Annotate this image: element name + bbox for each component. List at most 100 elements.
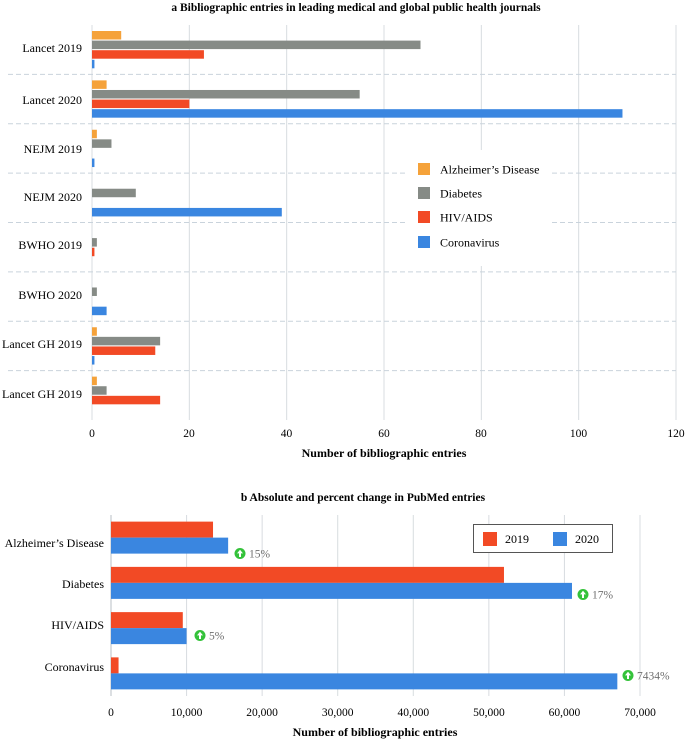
chart-b-x-axis-label: Number of bibliographic entries: [293, 725, 458, 739]
chart-b-x-tick: 0: [108, 707, 114, 719]
bar-coronavirus-7: [92, 356, 95, 365]
bar-diabetes-8: [92, 386, 107, 395]
chart-b-category-label: Alzheimer’s Disease: [5, 536, 104, 550]
chart-b-category-label: HIV/AIDS: [51, 618, 104, 632]
legend-label-alzheimers: Alzheimer’s Disease: [440, 163, 539, 177]
chart-b-x-tick: 60,000: [549, 707, 581, 719]
legend-label-diabetes: Diabetes: [440, 187, 482, 201]
bar-diabetes-6: [92, 287, 97, 296]
chart-b-x-tick: 40,000: [397, 707, 429, 719]
bar-hiv-2: [92, 99, 190, 109]
bar-alzheimers-3: [92, 129, 97, 139]
bar-2019-1: [111, 521, 214, 538]
legend-swatch-2020: [553, 532, 567, 546]
legend-swatch-coronavirus: [418, 236, 430, 248]
percent-change-label: 15%: [249, 549, 271, 561]
bar-hiv-8: [92, 395, 161, 405]
percent-change-label: 17%: [592, 590, 614, 602]
chart-a-category-label: Lancet 2020: [22, 93, 82, 107]
legend-swatch-hiv: [418, 211, 430, 223]
percent-change-label: 5%: [209, 631, 225, 643]
legend-label-hiv: HIV/AIDS: [440, 211, 493, 225]
chart-a-bars: [92, 31, 623, 405]
bar-coronavirus-3: [92, 158, 95, 168]
bar-2020-3: [111, 628, 187, 645]
chart-a-category-separators: [8, 73, 676, 372]
bar-diabetes-4: [92, 188, 136, 198]
bar-2019-3: [111, 612, 183, 629]
chart-a-category-label: Lancet GH 2019: [2, 337, 82, 351]
bar-2020-4: [111, 673, 618, 690]
chart-b-annotations: 15% 17% 5% 7434%: [194, 548, 670, 683]
bar-diabetes-1: [92, 40, 421, 50]
chart-b-category-label: Coronavirus: [45, 660, 105, 674]
bar-diabetes-7: [92, 336, 161, 346]
chart-b-x-tick: 30,000: [322, 707, 354, 719]
bar-coronavirus-1: [92, 59, 95, 69]
bar-coronavirus-2: [92, 109, 623, 118]
legend-swatch-alzheimers: [418, 163, 430, 175]
chart-b-bars: [111, 521, 618, 690]
percent-change-label: 7434%: [637, 671, 670, 683]
chart-b-x-tick: 10,000: [171, 707, 203, 719]
chart-b-x-tick: 20,000: [246, 707, 278, 719]
bar-hiv-1: [92, 50, 204, 59]
chart-b-category-labels: Alzheimer’s Disease Diabetes HIV/AIDS Co…: [5, 536, 105, 674]
bar-diabetes-3: [92, 139, 112, 148]
legend-label-2019: 2019: [505, 532, 529, 546]
bar-alzheimers-1: [92, 31, 122, 40]
chart-b-legend: 2019 2020: [473, 524, 613, 553]
legend-label-2020: 2020: [575, 532, 599, 546]
chart-a-category-label: NEJM 2020: [24, 190, 82, 204]
chart-a: a Bibliographic entries in leading medic…: [2, 2, 685, 460]
bar-alzheimers-7: [92, 327, 97, 336]
chart-b-category-label: Diabetes: [62, 577, 104, 591]
bar-2019-4: [111, 657, 119, 674]
bar-diabetes-5: [92, 238, 97, 247]
chart-a-x-tick: 40: [281, 428, 293, 440]
chart-a-category-label: Lancet 2019: [22, 41, 82, 55]
percent-change-hiv: 5%: [194, 630, 225, 643]
chart-a-x-tick: 0: [89, 428, 95, 440]
chart-b-x-tick: 70,000: [624, 707, 656, 719]
chart-a-x-axis-label: Number of bibliographic entries: [302, 446, 467, 460]
up-arrow-icon: [237, 549, 243, 557]
bar-diabetes-2: [92, 89, 360, 99]
up-arrow-icon: [625, 671, 631, 679]
chart-a-category-label: NEJM 2019: [24, 142, 82, 156]
bar-alzheimers-8: [92, 376, 97, 386]
bar-coronavirus-4: [92, 207, 282, 217]
chart-a-x-tick: 120: [667, 428, 685, 440]
up-arrow-icon: [197, 631, 203, 639]
chart-a-x-tick: 20: [183, 428, 195, 440]
chart-a-legend-box: [408, 150, 549, 266]
chart-b-title: b Absolute and percent change in PubMed …: [241, 492, 486, 504]
percent-change-alzheimers: 15%: [234, 548, 271, 561]
chart-b: b Absolute and percent change in PubMed …: [5, 492, 670, 739]
legend-swatch-2019: [483, 532, 497, 546]
chart-a-x-tick-labels: 0 20 40 60 80 100 120: [89, 428, 685, 440]
bar-hiv-5: [92, 247, 95, 257]
chart-a-x-tick: 100: [570, 428, 588, 440]
bar-coronavirus-6: [92, 306, 107, 316]
chart-a-x-tick: 60: [378, 428, 390, 440]
bar-hiv-7: [92, 346, 156, 355]
chart-a-x-tick: 80: [475, 428, 487, 440]
bar-2020-2: [111, 582, 572, 599]
percent-change-diabetes: 17%: [577, 589, 614, 602]
bar-2019-2: [111, 566, 504, 583]
percent-change-coronavirus: 7434%: [622, 670, 670, 683]
chart-a-category-label: Lancet GH 2019: [2, 387, 82, 401]
legend-swatch-diabetes: [418, 187, 430, 199]
bar-alzheimers-2: [92, 80, 107, 89]
chart-a-category-labels: Lancet 2019 Lancet 2020 NEJM 2019 NEJM 2…: [2, 41, 82, 401]
chart-a-legend: Alzheimer’s Disease Diabetes HIV/AIDS Co…: [408, 150, 549, 266]
chart-b-x-tick-labels: 0 10,000 20,000 30,000 40,000 50,000 60,…: [108, 707, 656, 719]
legend-label-coronavirus: Coronavirus: [440, 236, 500, 250]
bar-2020-1: [111, 537, 229, 554]
chart-b-x-tick: 50,000: [473, 707, 505, 719]
up-arrow-icon: [580, 590, 586, 598]
chart-a-category-label: BWHO 2019: [18, 238, 82, 252]
chart-a-category-label: BWHO 2020: [18, 288, 82, 302]
